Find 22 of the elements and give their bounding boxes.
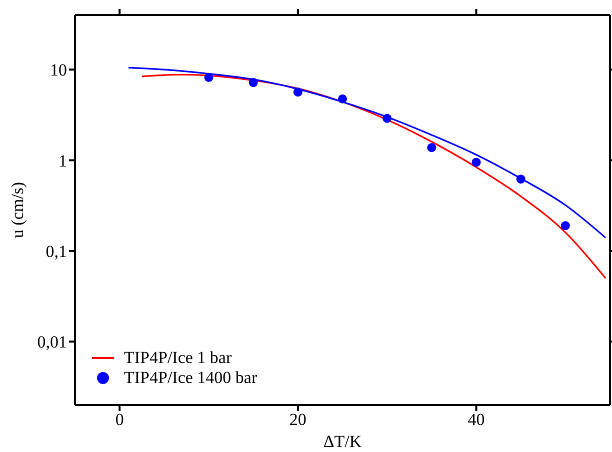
legend-label: TIP4P/Ice 1400 bar	[124, 368, 258, 388]
y-tick-label: 10	[50, 60, 67, 80]
point	[204, 72, 214, 82]
point	[338, 94, 348, 104]
y-tick-label: 1	[58, 151, 67, 170]
y-tick-label: 0,1	[46, 242, 67, 261]
x-tick-label: 0	[115, 410, 124, 430]
point	[516, 174, 526, 184]
point	[560, 221, 570, 230]
x-axis-title: ΔT/K	[323, 432, 362, 451]
x-tick-label: 20	[289, 410, 306, 430]
y-tick-label: 0,01	[37, 332, 67, 352]
point	[427, 143, 436, 152]
legend-label: TIP4P/Ice 1 bar	[124, 348, 232, 368]
point	[293, 88, 302, 97]
line-series	[141, 74, 606, 280]
point	[248, 78, 258, 88]
point	[472, 158, 481, 167]
x-tick-label: 40	[468, 410, 485, 430]
point	[382, 114, 392, 123]
y-axis-title: u (cm/s)	[8, 182, 28, 238]
line-series	[128, 66, 606, 238]
